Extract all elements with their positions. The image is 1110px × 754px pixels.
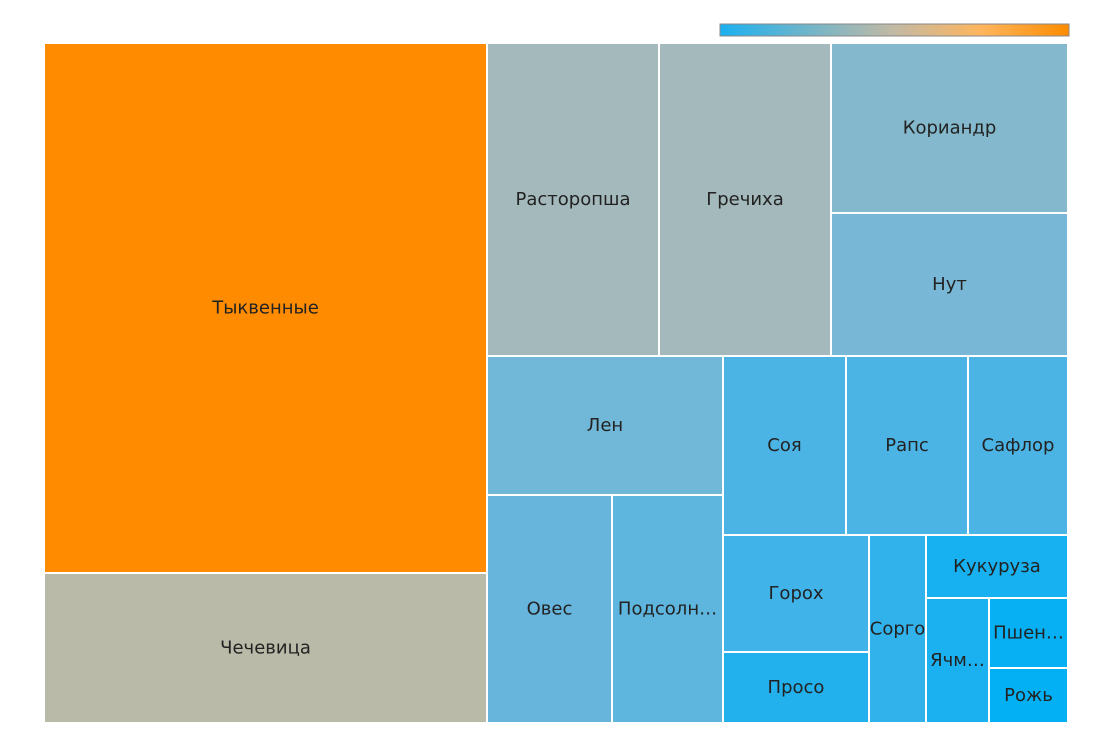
treemap-tile[interactable]: Рапс — [845, 355, 969, 536]
treemap-tile[interactable]: Пшен… — [988, 597, 1069, 669]
treemap-tile-label: Пшен… — [993, 623, 1064, 644]
treemap-tile-rect[interactable] — [830, 212, 1069, 357]
treemap-tile[interactable]: Чечевица — [43, 572, 488, 724]
treemap-tile-rect[interactable] — [830, 42, 1069, 214]
treemap-tile-rect[interactable] — [43, 42, 488, 574]
treemap-tile-rect[interactable] — [967, 355, 1069, 536]
treemap-tile[interactable]: Кукуруза — [925, 534, 1069, 599]
treemap-tile-label: Гречиха — [706, 189, 784, 210]
treemap-tile-rect[interactable] — [925, 597, 990, 724]
treemap-tile-rect[interactable] — [988, 667, 1069, 724]
treemap-tile[interactable]: Сорго — [868, 534, 927, 724]
treemap-tile[interactable]: Кориандр — [830, 42, 1069, 214]
treemap-tile-label: Рожь — [1004, 685, 1053, 706]
treemap-tile-rect[interactable] — [486, 494, 613, 724]
treemap-tile-label: Кориандр — [903, 118, 997, 139]
treemap-tile-rect[interactable] — [486, 42, 660, 357]
treemap-tile[interactable]: Просо — [722, 651, 870, 724]
treemap-tile[interactable]: Тыквенные — [43, 42, 488, 574]
treemap-tile-label: Рапс — [885, 435, 929, 456]
treemap-tile-label: Расторопша — [516, 189, 631, 210]
treemap-tile[interactable]: Гречиха — [658, 42, 832, 357]
treemap-tile-label: Чечевица — [220, 638, 311, 659]
treemap-tile[interactable]: Соя — [722, 355, 847, 536]
treemap-tile-label: Кукуруза — [953, 556, 1041, 577]
treemap-tile[interactable]: Горох — [722, 534, 870, 653]
treemap-tile-rect[interactable] — [988, 597, 1069, 669]
treemap-tiles: Тыквенные Чечевица Расторопша Гречиха Кориан… — [43, 42, 1069, 724]
treemap-tile-label: Соя — [767, 435, 801, 456]
treemap-tile-rect[interactable] — [43, 572, 488, 724]
treemap-tile[interactable]: Ячм… — [925, 597, 990, 724]
treemap-tile-label: Просо — [768, 677, 825, 698]
treemap-tile-label: Овес — [527, 599, 573, 620]
treemap-tile-rect[interactable] — [611, 494, 724, 724]
treemap-tile-label: Ячм… — [930, 650, 985, 671]
treemap-tile[interactable]: Овес — [486, 494, 613, 724]
treemap-tile-label: Горох — [768, 583, 823, 604]
treemap-tile[interactable]: Рожь — [988, 667, 1069, 724]
color-scale-bar — [719, 23, 1070, 37]
treemap-tile-rect[interactable] — [722, 355, 847, 536]
treemap-tile[interactable]: Сафлор — [967, 355, 1069, 536]
treemap-tile-label: Подсолн… — [618, 599, 717, 620]
treemap-tile-label: Нут — [932, 274, 967, 295]
treemap-tile[interactable]: Лен — [486, 355, 724, 496]
treemap-tile-rect[interactable] — [658, 42, 832, 357]
treemap-tile[interactable]: Расторопша — [486, 42, 660, 357]
treemap-tile-rect[interactable] — [925, 534, 1069, 599]
treemap-tile-label: Сафлор — [982, 435, 1055, 456]
treemap-tile-rect[interactable] — [722, 651, 870, 724]
treemap-tile[interactable]: Нут — [830, 212, 1069, 357]
treemap-tile[interactable]: Подсолн… — [611, 494, 724, 724]
treemap-tile-label: Тыквенные — [211, 298, 319, 319]
treemap-tile-label: Лен — [587, 415, 623, 436]
treemap-tile-label: Сорго — [870, 619, 925, 640]
